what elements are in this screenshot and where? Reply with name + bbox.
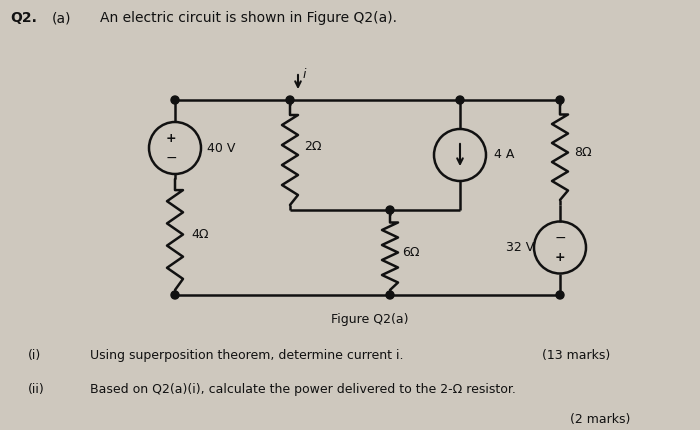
Text: 4Ω: 4Ω (191, 228, 209, 241)
Circle shape (456, 96, 464, 104)
Text: +: + (166, 132, 176, 144)
Circle shape (171, 96, 179, 104)
Text: 32 V: 32 V (506, 241, 534, 254)
Text: Using superposition theorem, determine current i.: Using superposition theorem, determine c… (90, 348, 403, 362)
Text: 2Ω: 2Ω (304, 141, 321, 154)
Text: +: + (554, 251, 566, 264)
Text: Figure Q2(a): Figure Q2(a) (331, 313, 409, 326)
Text: −: − (165, 151, 177, 165)
Text: 8Ω: 8Ω (574, 146, 592, 159)
Circle shape (386, 291, 394, 299)
Circle shape (286, 96, 294, 104)
Text: 6Ω: 6Ω (402, 246, 419, 259)
Text: (2 marks): (2 marks) (570, 414, 630, 427)
Text: 4 A: 4 A (494, 148, 514, 162)
Text: 40 V: 40 V (207, 141, 235, 154)
Text: Based on Q2(a)(i), calculate the power delivered to the 2-Ω resistor.: Based on Q2(a)(i), calculate the power d… (90, 384, 516, 396)
Text: (i): (i) (28, 348, 41, 362)
Text: (ii): (ii) (28, 384, 45, 396)
Text: i: i (303, 68, 307, 81)
Text: Q2.: Q2. (10, 11, 37, 25)
Text: (a): (a) (52, 11, 71, 25)
Circle shape (386, 206, 394, 214)
Text: −: − (554, 230, 566, 245)
Text: (13 marks): (13 marks) (542, 348, 610, 362)
Circle shape (556, 96, 564, 104)
Circle shape (556, 291, 564, 299)
Text: An electric circuit is shown in Figure Q2(a).: An electric circuit is shown in Figure Q… (100, 11, 397, 25)
Circle shape (171, 291, 179, 299)
